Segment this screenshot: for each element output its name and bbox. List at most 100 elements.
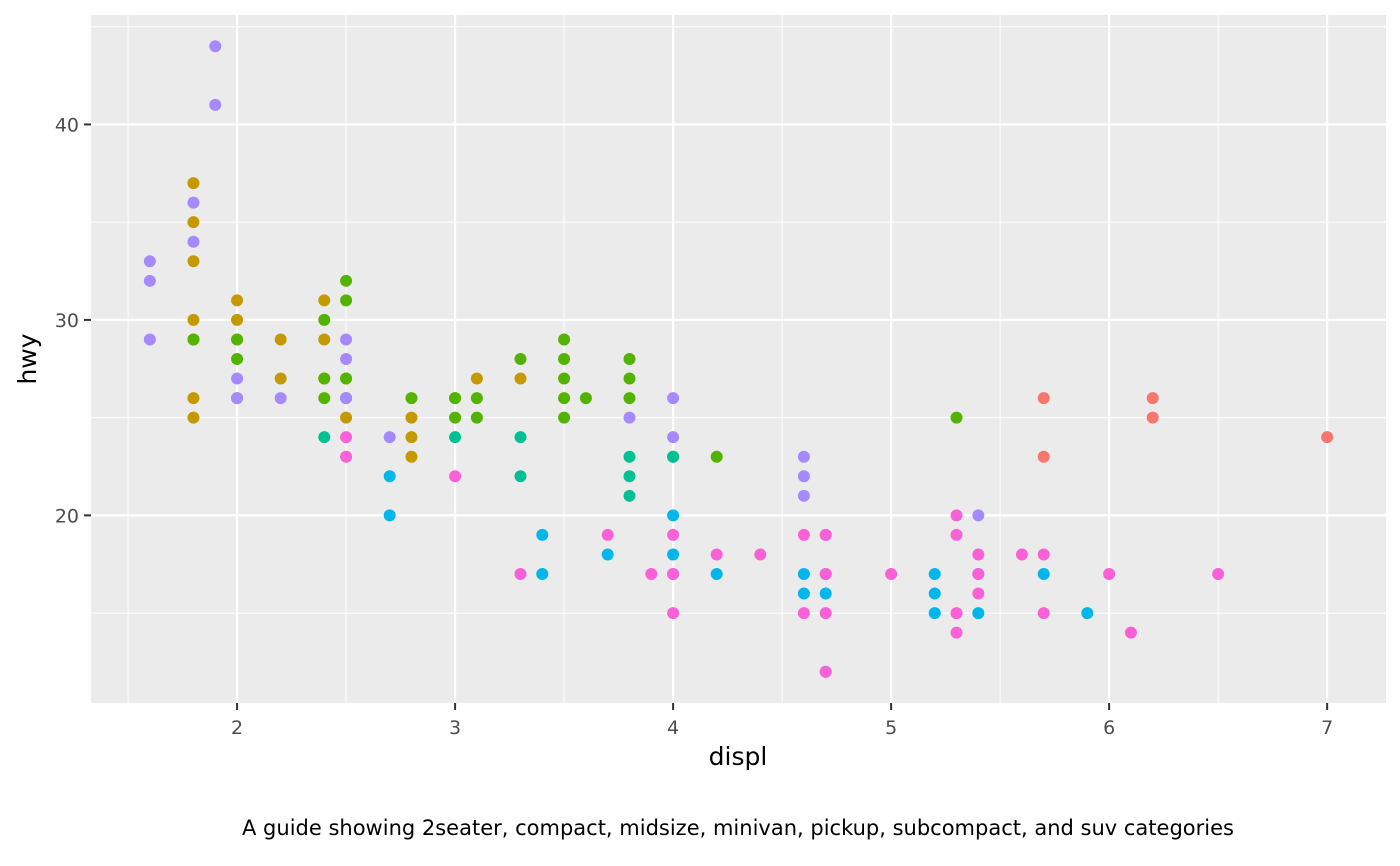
- data-point-midsize: [623, 353, 636, 365]
- data-point-compact: [470, 372, 483, 385]
- data-point-suv: [972, 548, 985, 561]
- data-point-midsize: [558, 411, 571, 424]
- data-point-pickup: [797, 587, 810, 600]
- x-axis: 2 3 4 5 6 7: [231, 703, 1333, 739]
- data-point-midsize: [579, 392, 592, 405]
- data-point-minivan: [514, 431, 527, 444]
- data-point-suv: [449, 470, 462, 483]
- data-point-subcompact: [797, 450, 810, 463]
- data-point-suv: [645, 568, 658, 580]
- data-point-pickup: [928, 607, 941, 620]
- data-point-suv: [710, 548, 723, 561]
- data-point-suv: [667, 528, 680, 541]
- data-point-subcompact: [143, 255, 156, 268]
- data-point-pickup: [1037, 568, 1050, 580]
- x-tick-label: 3: [449, 717, 461, 739]
- data-point-subcompact: [143, 274, 156, 287]
- data-point-suv: [667, 607, 680, 620]
- x-tick-label: 2: [231, 717, 243, 739]
- data-point-midsize: [558, 392, 571, 405]
- y-axis: 20 30 40: [55, 114, 91, 527]
- data-point-midsize: [514, 353, 527, 365]
- data-point-suv: [514, 568, 527, 580]
- data-point-pickup: [667, 509, 680, 522]
- data-point-pickup: [797, 568, 810, 580]
- data-point-midsize: [558, 372, 571, 385]
- data-point-subcompact: [231, 372, 244, 385]
- data-point-compact: [405, 431, 418, 444]
- data-point-midsize: [558, 333, 571, 346]
- data-point-suv: [972, 568, 985, 580]
- data-point-suv: [885, 568, 898, 580]
- x-tick-label: 7: [1321, 717, 1333, 739]
- data-point-midsize: [449, 411, 462, 424]
- data-point-suv: [1015, 548, 1028, 561]
- data-point-minivan: [667, 450, 680, 463]
- data-point-compact: [187, 392, 200, 405]
- data-point-compact: [187, 177, 200, 190]
- data-point-pickup: [536, 568, 549, 580]
- data-point-pickup: [819, 587, 832, 600]
- data-point-subcompact: [340, 353, 353, 365]
- data-point-midsize: [340, 294, 353, 307]
- data-point-compact: [187, 216, 200, 229]
- data-point-midsize: [231, 353, 244, 365]
- data-point-compact: [405, 450, 418, 463]
- data-point-suv: [797, 607, 810, 620]
- data-point-compact: [187, 411, 200, 424]
- plot-panel: [91, 15, 1386, 703]
- data-point-subcompact: [667, 392, 680, 405]
- data-point-subcompact: [274, 392, 287, 405]
- data-point-suv: [1212, 568, 1225, 580]
- data-point-subcompact: [209, 40, 222, 53]
- data-point-compact: [187, 313, 200, 326]
- data-point-2seater: [1146, 392, 1159, 405]
- data-point-midsize: [710, 450, 723, 463]
- y-tick-label: 30: [55, 310, 79, 332]
- data-point-compact: [405, 411, 418, 424]
- y-axis-title: hwy: [13, 333, 42, 384]
- data-point-pickup: [383, 509, 396, 522]
- data-point-suv: [1103, 568, 1116, 580]
- data-points: [143, 40, 1334, 678]
- data-point-compact: [231, 313, 244, 326]
- data-point-2seater: [1037, 392, 1050, 405]
- data-point-suv: [1037, 607, 1050, 620]
- data-point-suv: [340, 450, 353, 463]
- data-point-subcompact: [797, 470, 810, 483]
- data-point-pickup: [536, 528, 549, 541]
- data-point-minivan: [449, 431, 462, 444]
- y-tick-label: 20: [55, 505, 79, 527]
- data-point-midsize: [318, 372, 331, 385]
- data-point-suv: [1124, 626, 1137, 639]
- data-point-midsize: [318, 313, 331, 326]
- data-point-suv: [950, 607, 963, 620]
- data-point-minivan: [318, 431, 331, 444]
- data-point-compact: [514, 372, 527, 385]
- data-point-suv: [601, 528, 614, 541]
- data-point-compact: [340, 411, 353, 424]
- chart-caption: A guide showing 2seater, compact, midsiz…: [242, 816, 1234, 840]
- data-point-midsize: [558, 353, 571, 365]
- data-point-subcompact: [209, 98, 222, 111]
- data-point-suv: [667, 568, 680, 580]
- data-point-pickup: [601, 548, 614, 561]
- data-point-midsize: [470, 392, 483, 405]
- data-point-suv: [819, 528, 832, 541]
- data-point-suv: [1037, 548, 1050, 561]
- x-tick-label: 4: [667, 717, 679, 739]
- data-point-pickup: [710, 568, 723, 580]
- data-point-compact: [318, 333, 331, 346]
- data-point-suv: [950, 509, 963, 522]
- data-point-midsize: [340, 372, 353, 385]
- data-point-subcompact: [187, 196, 200, 209]
- data-point-pickup: [667, 548, 680, 561]
- data-point-minivan: [514, 470, 527, 483]
- data-point-subcompact: [187, 235, 200, 248]
- data-point-subcompact: [623, 411, 636, 424]
- y-tick-label: 40: [55, 114, 79, 136]
- data-point-midsize: [231, 333, 244, 346]
- data-point-suv: [754, 548, 767, 561]
- data-point-midsize: [470, 411, 483, 424]
